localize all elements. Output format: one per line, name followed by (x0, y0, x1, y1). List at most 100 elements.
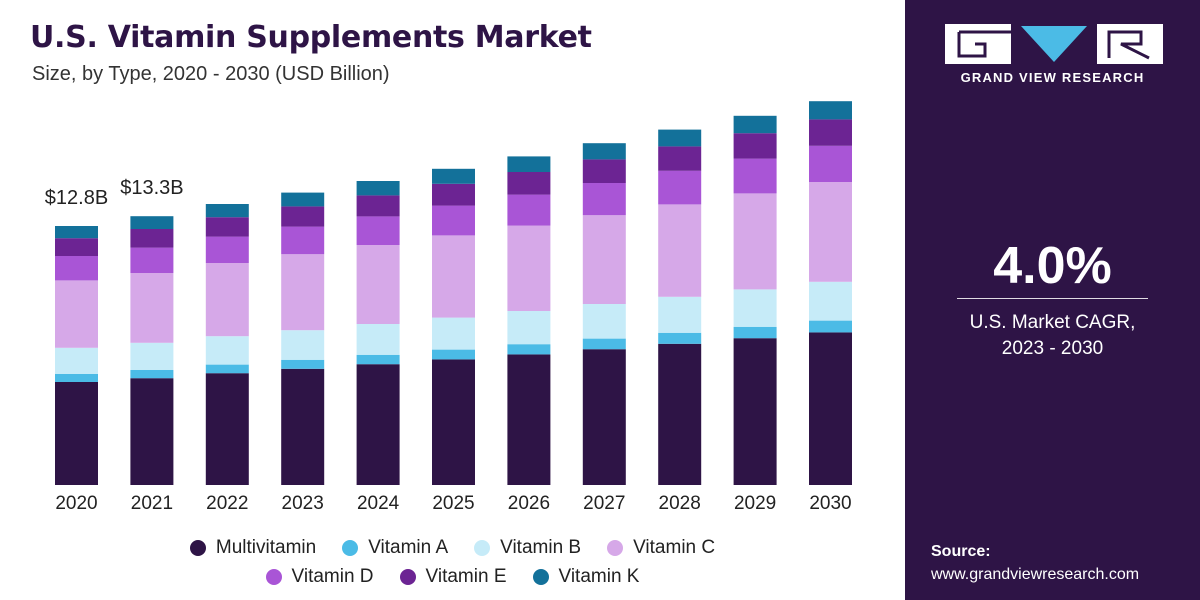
bar-2021-vitamin-c (130, 273, 174, 343)
legend-item-multivitamin: Multivitamin (189, 537, 317, 559)
chart-title: U.S. Vitamin Supplements Market (30, 20, 592, 55)
bar-2020-vitamin-e (55, 238, 98, 256)
bar-2027-vitamin-a (582, 338, 626, 350)
bar-2027-vitamin-d (582, 183, 626, 216)
bar-2020-vitamin-d (55, 256, 98, 281)
x-tick-label-2024: 2024 (357, 493, 400, 514)
bar-2030-vitamin-k (809, 101, 852, 120)
bar-2029-vitamin-b (733, 289, 777, 327)
chart-panel: U.S. Vitamin Supplements Market Size, by… (0, 20, 905, 588)
x-tick-label-2028: 2028 (659, 493, 701, 514)
bar-2025-multivitamin (432, 359, 475, 485)
bar-2026-vitamin-e (507, 172, 551, 195)
bar-2022-vitamin-b (205, 336, 249, 365)
bar-2023-vitamin-k (281, 192, 325, 207)
bar-2023-vitamin-c (281, 254, 325, 331)
legend-label: Multivitamin (215, 537, 317, 558)
legend-label: Vitamin E (425, 566, 507, 587)
x-tick-label-2023: 2023 (282, 493, 324, 514)
bar-2028-vitamin-b (658, 296, 702, 333)
legend-item-vitamin-e: Vitamin E (399, 566, 507, 588)
bar-2024-vitamin-c (356, 245, 400, 324)
bar-2020-vitamin-a (55, 374, 98, 382)
brand-name: GRAND VIEW RESEARCH (960, 70, 1145, 85)
bar-2029-vitamin-a (733, 326, 777, 339)
bar-2027-vitamin-c (582, 215, 626, 304)
source-label: Source: (931, 543, 991, 560)
bar-2028-vitamin-c (658, 204, 702, 297)
bar-2029-vitamin-d (733, 158, 777, 194)
bar-2027-vitamin-k (582, 143, 626, 160)
bar-2024-vitamin-b (356, 324, 400, 355)
legend-row-2: Vitamin D Vitamin E Vitamin K (0, 566, 905, 588)
bar-2025-vitamin-d (432, 205, 475, 236)
legend-label: Vitamin A (368, 537, 449, 558)
bar-2030-vitamin-a (809, 320, 852, 333)
bar-2028-vitamin-a (658, 332, 702, 344)
bar-2030-vitamin-b (809, 281, 852, 321)
bar-2022-multivitamin (205, 373, 249, 485)
bar-2022-vitamin-d (205, 236, 249, 263)
legend-item-vitamin-b: Vitamin B (474, 537, 581, 559)
bar-2027-multivitamin (582, 349, 626, 485)
bar-2022-vitamin-c (205, 263, 249, 337)
bar-2020-vitamin-k (55, 226, 98, 239)
bar-2025-vitamin-k (432, 168, 475, 184)
bar-2021-vitamin-e (130, 229, 174, 248)
legend-swatch (532, 569, 549, 585)
bar-2023-vitamin-e (281, 206, 325, 227)
legend-item-vitamin-a: Vitamin A (342, 537, 448, 559)
bar-2022-vitamin-e (205, 217, 249, 237)
bar-2024-vitamin-e (356, 195, 400, 217)
stacked-bar-chart: $12.8B 2020 $13.3B 2021 2022 2023 2024 2025 2026… (45, 101, 852, 514)
cagr-label-line2: 2023 - 2030 (1001, 338, 1104, 359)
x-tick-label-2025: 2025 (432, 493, 474, 514)
bar-2021-multivitamin (130, 378, 174, 485)
data-label-2021: $13.3B (120, 177, 183, 199)
bar-2030-multivitamin (809, 332, 852, 485)
bar-2028-vitamin-k (658, 129, 702, 147)
cagr-label-line1: U.S. Market CAGR, (969, 312, 1136, 333)
legend-swatch (607, 540, 624, 556)
bar-2026-vitamin-k (507, 156, 551, 172)
legend-swatch (265, 569, 282, 585)
bar-2023-vitamin-d (281, 226, 325, 255)
bar-2030-vitamin-c (809, 182, 852, 282)
bar-2020-vitamin-c (55, 280, 98, 348)
bar-2026-vitamin-a (507, 344, 551, 355)
bar-2028-vitamin-e (658, 146, 702, 171)
legend-item-vitamin-k: Vitamin K (532, 566, 640, 588)
legend-label: Vitamin B (500, 537, 582, 558)
bar-2030-vitamin-e (809, 119, 852, 146)
bar-2029-vitamin-k (733, 115, 777, 134)
legend-label: Vitamin D (291, 566, 374, 587)
bar-2026-multivitamin (507, 354, 551, 485)
bar-2025-vitamin-e (432, 183, 475, 206)
bar-2021-vitamin-d (130, 247, 174, 273)
bar-2021-vitamin-a (130, 370, 174, 379)
bar-2021-vitamin-b (130, 342, 174, 370)
legend-swatch (189, 540, 206, 556)
x-tick-label-2020: 2020 (55, 493, 97, 514)
legend-swatch (342, 540, 359, 556)
bar-2028-multivitamin (658, 343, 702, 485)
bar-2027-vitamin-b (582, 304, 626, 339)
bar-2026-vitamin-c (507, 225, 551, 311)
bar-2023-vitamin-a (281, 359, 325, 369)
bar-2023-vitamin-b (281, 330, 325, 360)
cagr-value: 4.0% (993, 237, 1112, 295)
bar-2021-vitamin-k (130, 216, 174, 229)
x-tick-label-2030: 2030 (809, 493, 851, 514)
cagr-label: U.S. Market CAGR, 2023 - 2030 (905, 310, 1200, 362)
legend-label: Vitamin K (558, 566, 640, 587)
data-label-2020: $12.8B (45, 187, 108, 209)
bar-2027-vitamin-e (582, 159, 626, 183)
legend-item-vitamin-c: Vitamin C (607, 537, 715, 559)
x-tick-label-2026: 2026 (508, 493, 550, 514)
source-link[interactable]: www.grandviewresearch.com (931, 566, 1140, 583)
gvr-logo-icon (945, 24, 1163, 64)
legend-swatch (399, 569, 416, 585)
legend-item-vitamin-d: Vitamin D (265, 566, 374, 588)
bar-2026-vitamin-d (507, 194, 551, 226)
bar-2024-vitamin-k (356, 181, 400, 196)
